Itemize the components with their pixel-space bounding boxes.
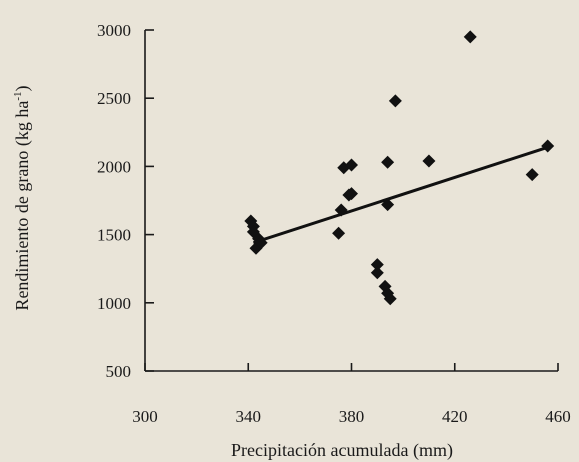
y-tick-label: 3000 <box>97 21 131 40</box>
data-point <box>383 292 397 306</box>
data-point <box>345 158 358 172</box>
trendline-group <box>252 145 549 245</box>
trendline <box>252 145 549 245</box>
y-axis-ticks: 500 1000 1500 2000 2500 3000 <box>97 21 154 381</box>
data-point <box>525 168 539 182</box>
x-axis-ticks: 300 340 380 420 460 <box>132 363 571 426</box>
data-point <box>422 154 436 168</box>
data-point <box>381 155 395 169</box>
y-tick-label: 1500 <box>97 226 131 245</box>
x-tick-label: 460 <box>545 407 571 426</box>
y-tick-label: 500 <box>106 362 132 381</box>
data-point <box>370 258 384 272</box>
y-axis-title-main: Rendimiento de grano (kg ha <box>12 101 33 311</box>
y-axis-title-close: ) <box>12 85 33 91</box>
data-point <box>463 30 477 44</box>
data-points <box>244 30 555 306</box>
y-tick-label: 2000 <box>97 157 131 176</box>
y-axis-title: Rendimiento de grano (kg ha-1) <box>12 85 33 310</box>
data-point <box>388 94 402 108</box>
y-tick-label: 1000 <box>97 294 131 313</box>
x-tick-label: 340 <box>236 407 262 426</box>
x-tick-label: 300 <box>132 407 158 426</box>
data-point <box>332 226 346 240</box>
data-point <box>370 266 384 280</box>
data-point <box>334 203 348 217</box>
y-axis-title-superscript: -1 <box>12 91 24 100</box>
data-point <box>541 139 555 153</box>
x-axis-title: Precipitación acumulada (mm) <box>231 440 453 461</box>
axes <box>144 30 558 372</box>
data-point <box>381 198 395 212</box>
data-point <box>345 187 358 201</box>
x-tick-label: 380 <box>339 407 365 426</box>
x-tick-label: 420 <box>442 407 468 426</box>
data-point <box>254 236 268 250</box>
y-tick-label: 2500 <box>97 89 131 108</box>
